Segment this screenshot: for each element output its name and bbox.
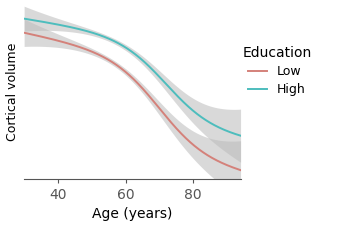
X-axis label: Age (years): Age (years) bbox=[92, 207, 172, 222]
Legend: Low, High: Low, High bbox=[237, 41, 317, 101]
Y-axis label: Cortical volume: Cortical volume bbox=[5, 43, 19, 141]
